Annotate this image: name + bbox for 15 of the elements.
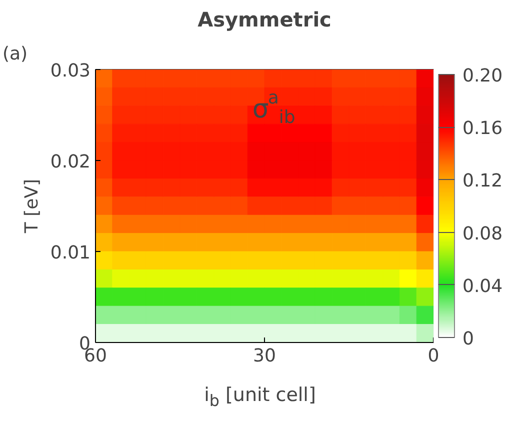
y-axis-title: T [eV] xyxy=(21,178,42,234)
color-bar-label: 0.08 xyxy=(462,223,503,244)
y-tick-label: 0.01 xyxy=(50,242,90,264)
x-tick-label: 30 xyxy=(253,346,276,366)
color-bar-label: 0.04 xyxy=(462,276,503,297)
text: (a) xyxy=(2,44,28,64)
color-bar-label: 0 xyxy=(462,328,474,350)
x-axis-title: i$_{b}$ [unit cell] xyxy=(204,383,316,412)
color-bar-label: 0.12 xyxy=(462,170,503,192)
x-tick-label: 0 xyxy=(428,346,440,366)
y-tick-label: 0.02 xyxy=(50,152,90,172)
chart-title: Asymmetric xyxy=(198,8,332,32)
y-tick-label: 0.03 xyxy=(50,60,90,82)
color-bar-label: 0.20 xyxy=(462,66,503,86)
color-bar-label: 0.16 xyxy=(462,118,503,140)
